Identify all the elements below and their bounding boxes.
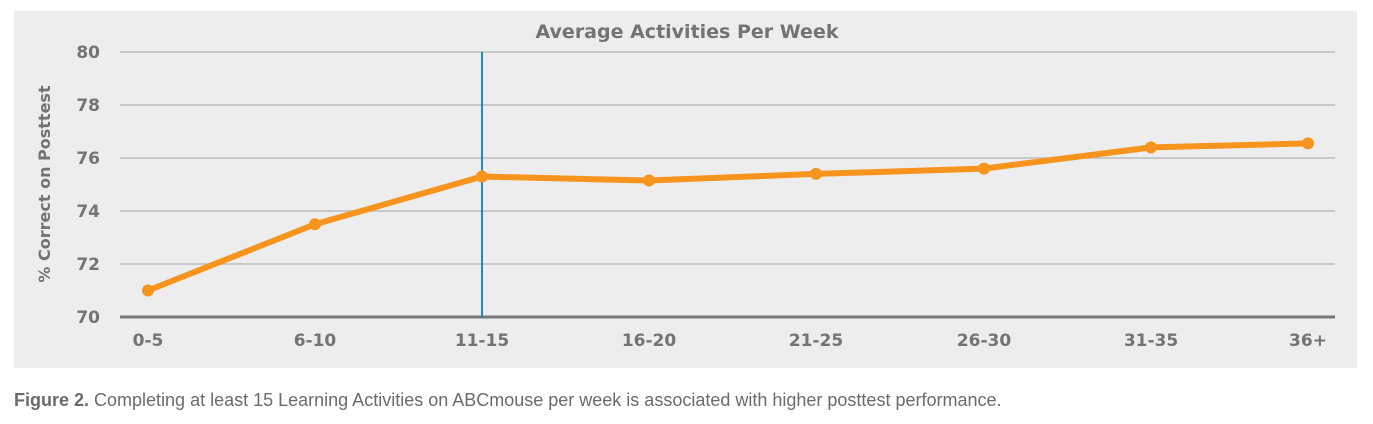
line-chart: Average Activities Per Week % Correct on…	[35, 21, 1335, 351]
caption-text: Completing at least 15 Learning Activiti…	[89, 390, 1002, 410]
data-point	[476, 170, 488, 183]
chart-title: Average Activities Per Week	[536, 21, 839, 43]
x-tick-label: 16-20	[622, 331, 677, 351]
x-tick-label: 26-30	[957, 331, 1012, 351]
data-point	[1302, 137, 1314, 150]
y-tick-label: 76	[76, 149, 100, 169]
data-point	[309, 218, 321, 231]
x-tick-label: 36+	[1289, 331, 1327, 351]
x-tick-label: 11-15	[455, 331, 509, 351]
y-tick-label: 70	[76, 308, 100, 328]
y-tick-label: 72	[76, 255, 100, 275]
data-point	[142, 284, 154, 297]
y-tick-label: 74	[76, 202, 100, 222]
chart-panel	[14, 11, 1357, 368]
y-tick-label: 80	[76, 43, 100, 63]
x-tick-label: 6-10	[294, 331, 337, 351]
data-point	[810, 167, 822, 180]
x-tick-label: 21-25	[789, 331, 843, 351]
caption-label: Figure 2.	[14, 390, 90, 410]
x-tick-label: 0-5	[133, 331, 164, 351]
data-point	[643, 174, 655, 187]
y-axis-label: % Correct on Posttest	[35, 85, 54, 283]
series-line	[146, 140, 1309, 294]
data-point	[1145, 141, 1157, 154]
figure-caption: Figure 2. Completing at least 15 Learnin…	[14, 390, 1002, 411]
y-tick-label: 78	[76, 96, 100, 116]
x-tick-label: 31-35	[1124, 331, 1178, 351]
data-point	[978, 162, 990, 175]
